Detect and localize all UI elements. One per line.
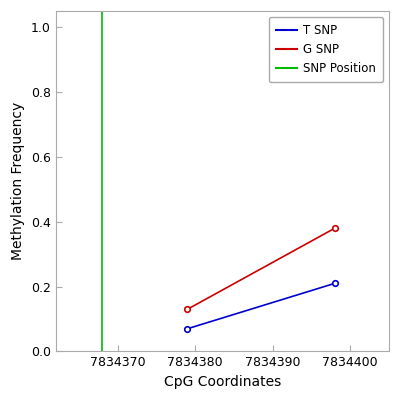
- Legend: T SNP, G SNP, SNP Position: T SNP, G SNP, SNP Position: [269, 17, 383, 82]
- Y-axis label: Methylation Frequency: Methylation Frequency: [11, 102, 25, 260]
- X-axis label: CpG Coordinates: CpG Coordinates: [164, 375, 281, 389]
